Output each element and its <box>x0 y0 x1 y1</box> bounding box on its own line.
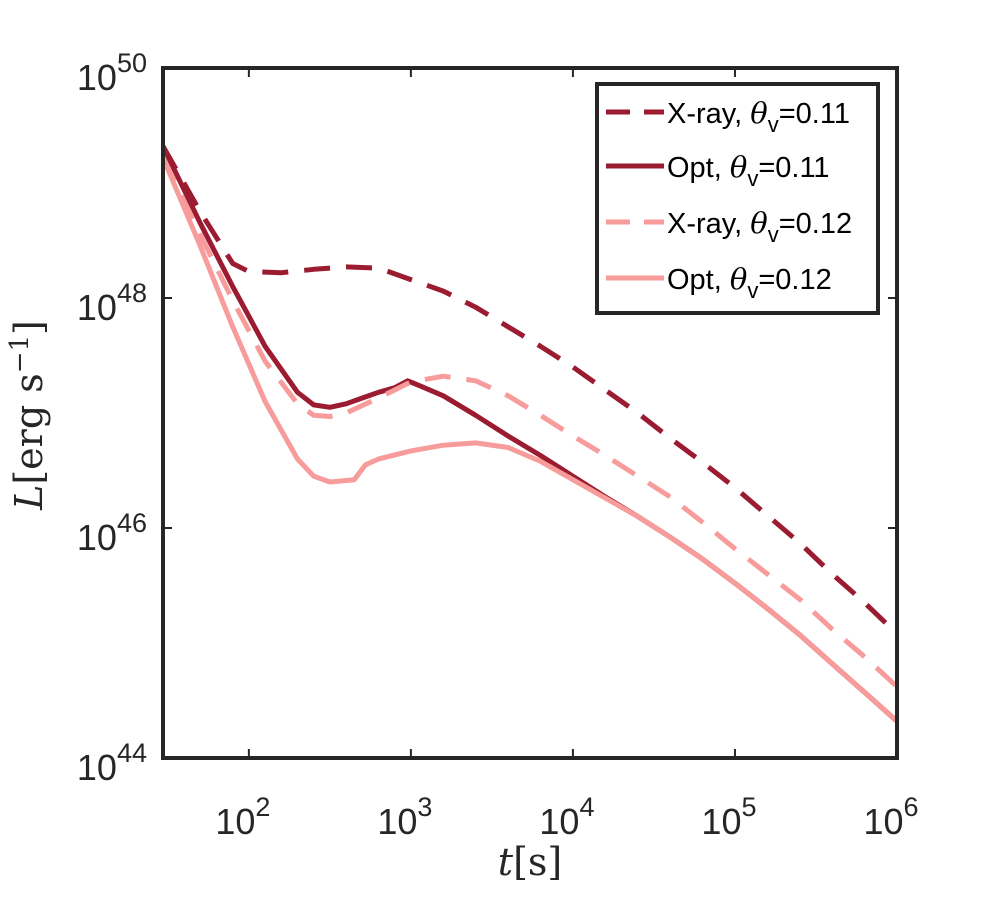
axis-ticks <box>163 67 898 759</box>
x-axis-var: t <box>498 840 514 884</box>
legend-label-0: X-ray, θv=0.11 <box>667 96 850 137</box>
x-axis-title: t[s] <box>498 840 562 884</box>
y-tick-label-2: 1048 <box>77 278 147 328</box>
legend-entries: X-ray, θv=0.11 Opt, θv=0.11 X-ray, θv=0.12… <box>606 96 852 303</box>
x-tick-label-4: 106 <box>863 792 918 842</box>
legend-label-3: Opt, θv=0.12 <box>667 262 832 303</box>
legend: X-ray, θv=0.11 Opt, θv=0.11 X-ray, θv=0.12… <box>595 82 880 315</box>
x-tick-label-0: 102 <box>215 792 270 842</box>
x-tick-label-1: 103 <box>377 792 432 842</box>
y-tick-label-1: 1046 <box>77 508 147 558</box>
legend-label-2: X-ray, θv=0.12 <box>667 206 852 247</box>
y-tick-label-3: 1050 <box>77 48 147 98</box>
y-axis-title: L[erg s−1] <box>5 320 51 511</box>
x-tick-label-3: 105 <box>701 792 756 842</box>
y-axis-unit-exp: −1 <box>5 335 35 373</box>
plot-frame <box>161 66 899 760</box>
y-axis-unit: [erg s <box>7 373 51 484</box>
x-axis-unit: [s] <box>513 840 562 884</box>
y-tick-label-0: 1044 <box>77 738 147 788</box>
plot-lines <box>160 144 899 724</box>
series-line-2 <box>160 156 899 689</box>
legend-box <box>595 82 880 315</box>
series-line-0 <box>160 144 899 636</box>
series-line-3 <box>160 156 899 724</box>
y-axis-var: L <box>7 485 51 511</box>
x-tick-label-2: 104 <box>539 792 594 842</box>
tick-labels: 102 103 104 105 106 1044 1046 1048 1050 <box>77 48 919 842</box>
y-axis-unit-close: ] <box>7 320 51 335</box>
legend-label-1: Opt, θv=0.11 <box>667 150 830 191</box>
